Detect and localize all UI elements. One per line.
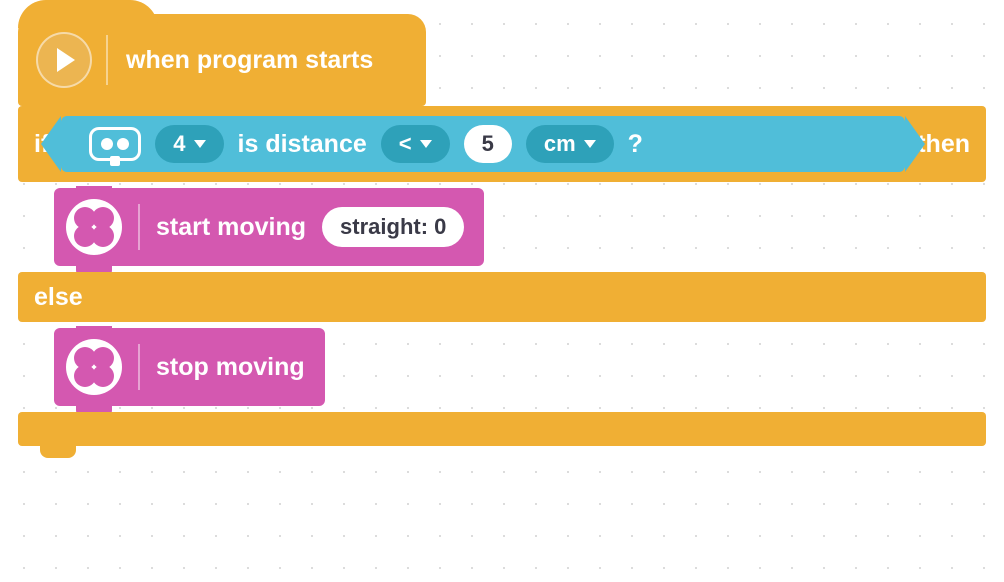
play-icon (36, 32, 92, 88)
port-dropdown[interactable]: 4 (155, 125, 223, 163)
comparator-dropdown[interactable]: < (381, 125, 450, 163)
divider (138, 344, 140, 390)
block-stack: when program starts if 4 is distance < 5 (18, 14, 986, 446)
port-value: 4 (173, 131, 185, 157)
distance-value-input[interactable]: 5 (464, 125, 512, 163)
else-keyword: else (34, 283, 83, 312)
hat-block-when-program-starts[interactable]: when program starts (18, 14, 426, 106)
move-label: stop moving (156, 353, 305, 382)
motor-pair-icon (66, 199, 122, 255)
start-moving-block[interactable]: start moving straight: 0 (54, 188, 484, 266)
sensor-distance-condition[interactable]: 4 is distance < 5 cm ? (61, 116, 905, 172)
c-block-end (18, 412, 986, 446)
distance-value: 5 (482, 131, 494, 157)
else-row: else (18, 272, 986, 322)
stop-moving-block[interactable]: stop moving (54, 328, 325, 406)
then-slot: start moving straight: 0 (18, 182, 986, 272)
comparator-value: < (399, 131, 412, 157)
motor-pair-icon (66, 339, 122, 395)
if-row: if 4 is distance < 5 cm (18, 106, 986, 182)
hat-label: when program starts (126, 46, 373, 75)
condition-mid-text: is distance (238, 130, 367, 159)
divider (138, 204, 140, 250)
ultrasonic-sensor-icon (89, 127, 141, 161)
if-else-block[interactable]: if 4 is distance < 5 cm (18, 106, 986, 446)
move-label: start moving (156, 213, 306, 242)
chevron-down-icon (420, 140, 432, 148)
divider (106, 35, 108, 85)
chevron-down-icon (194, 140, 206, 148)
unit-value: cm (544, 131, 576, 157)
move-param-input[interactable]: straight: 0 (322, 207, 464, 247)
condition-suffix: ? (628, 130, 643, 159)
chevron-down-icon (584, 140, 596, 148)
else-slot: stop moving (18, 322, 986, 412)
unit-dropdown[interactable]: cm (526, 125, 614, 163)
